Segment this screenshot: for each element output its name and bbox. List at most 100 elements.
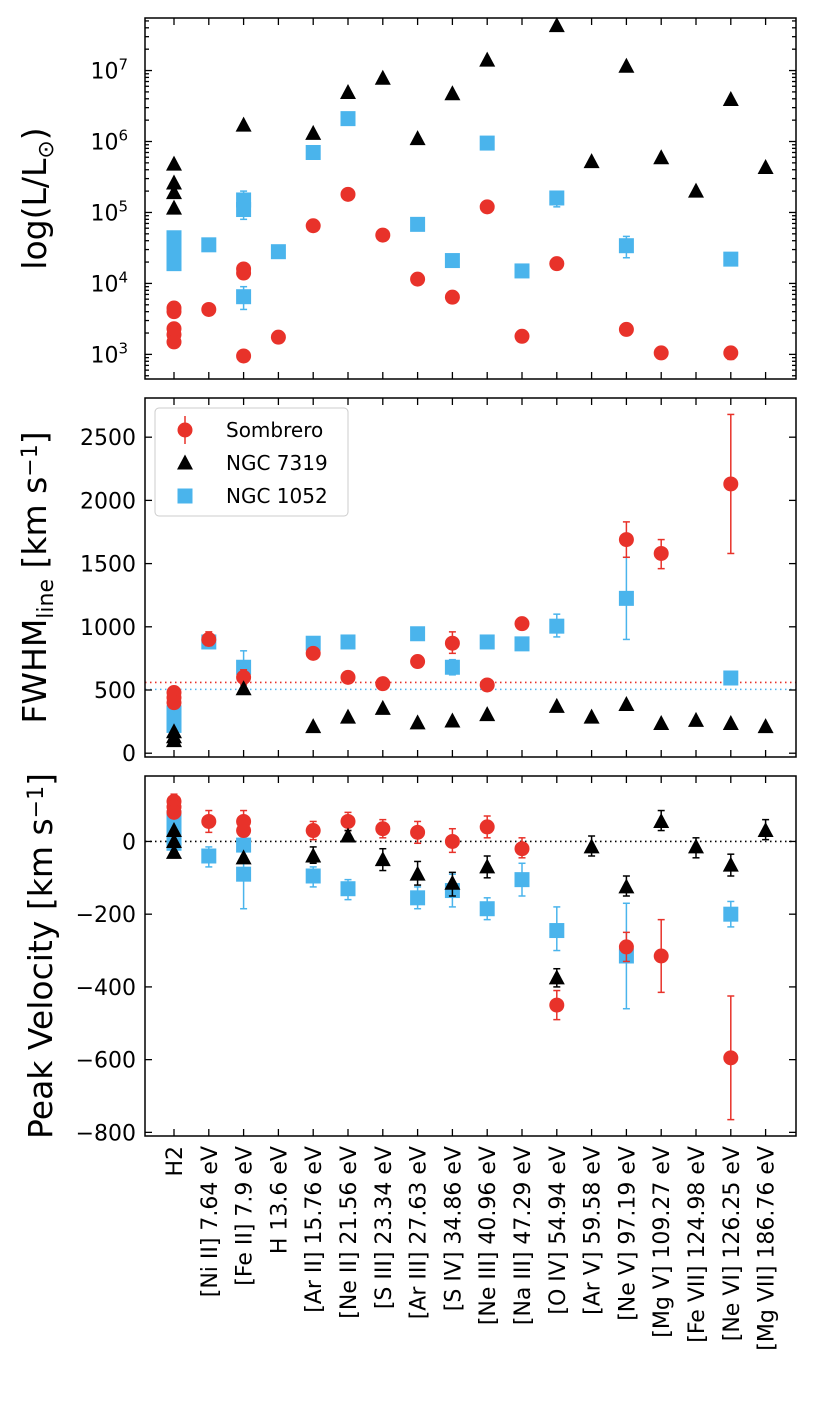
data-point-triangle (444, 874, 461, 890)
data-point-circle (653, 545, 669, 561)
x-tick-label: [O IV] 54.94 eV (546, 1146, 571, 1315)
data-point-triangle (548, 969, 565, 985)
data-point-square (723, 670, 739, 686)
data-point-triangle (409, 130, 426, 146)
data-point-triangle (479, 51, 496, 67)
legend-label: NGC 1052 (226, 484, 328, 508)
y-tick-label: 2000 (80, 489, 136, 514)
data-point-circle (549, 256, 565, 272)
y-tick-label: 1500 (80, 553, 136, 578)
data-point-triangle (166, 732, 182, 748)
legend: Sombrero NGC 7319 NGC 1052 (154, 407, 349, 517)
data-point-circle (340, 669, 356, 685)
data-point-triangle (479, 706, 496, 722)
data-point-triangle (340, 708, 356, 724)
data-point-square (618, 238, 634, 254)
x-tick-label: H2 (163, 1146, 188, 1177)
data-point-square (479, 901, 495, 917)
x-tick-label: [Mg V] 109.27 eV (650, 1146, 675, 1338)
data-point-triangle (722, 91, 739, 107)
data-point-square (410, 216, 426, 232)
data-point-square (549, 618, 565, 634)
axes-frame (144, 17, 797, 380)
data-point-triangle (653, 715, 670, 731)
x-tick-label: [Fe VII] 124.98 eV (685, 1146, 710, 1343)
axes-frame (144, 775, 797, 1137)
data-point-square (444, 659, 460, 675)
data-point-circle (444, 635, 460, 651)
data-point-triangle (583, 153, 600, 169)
legend-marker-square (177, 488, 193, 504)
legend-label: Sombrero (226, 418, 323, 442)
data-point-circle (236, 823, 252, 839)
data-point-triangle (583, 838, 600, 854)
data-point-circle (514, 616, 530, 632)
data-point-circle (618, 939, 634, 955)
data-point-square (201, 848, 217, 864)
data-point-circle (236, 348, 252, 364)
data-point-square (723, 251, 739, 267)
panel-luminosity: 103 104 105 106 107 log(L/L⊙) (15, 17, 797, 380)
y-axis-label: log(L/L⊙) (15, 127, 59, 269)
data-point-circle (549, 997, 565, 1013)
data-point-triangle (166, 843, 182, 859)
data-point-circle (166, 695, 182, 711)
x-tick-label: [Ni II] 7.64 eV (198, 1146, 223, 1297)
data-point-circle (375, 821, 391, 837)
data-point-triangle (548, 17, 565, 33)
data-point-circle (375, 227, 391, 243)
data-point-square (618, 590, 634, 606)
x-tick-label: [Ar III] 27.63 eV (407, 1146, 432, 1319)
y-tick-label: −800 (76, 1121, 136, 1146)
data-point-circle (236, 265, 252, 281)
data-point-triangle (166, 822, 182, 838)
data-point-circle (305, 823, 321, 839)
series-ngc-7319 (166, 17, 774, 215)
y-tick-label: −600 (76, 1049, 136, 1074)
x-tick-label: [Ar II] 15.76 eV (302, 1146, 327, 1313)
y-tick-label: 0 (122, 742, 136, 767)
x-tick-label: [Ne VI] 126.25 eV (720, 1146, 745, 1341)
data-point-circle (479, 677, 495, 693)
data-point-triangle (305, 718, 322, 734)
data-point-circle (479, 819, 495, 835)
data-point-circle (444, 289, 460, 305)
data-point-triangle (618, 878, 635, 894)
data-point-triangle (374, 699, 391, 715)
data-point-triangle (444, 712, 461, 728)
data-point-circle (270, 329, 286, 345)
data-point-square (340, 881, 356, 897)
data-point-square (236, 866, 252, 882)
panel-velocity: −800 −600 −400 −200 0 Peak Velocity [km s−1] (21, 773, 797, 1146)
data-point-square (514, 872, 530, 888)
data-point-square (410, 890, 426, 906)
data-point-square (514, 636, 530, 652)
x-tick-label: [Na III] 47.29 eV (511, 1146, 536, 1325)
axes-frame (144, 397, 797, 758)
data-point-triangle (166, 199, 182, 215)
data-point-square (479, 634, 495, 650)
data-point-circle (618, 321, 634, 337)
data-point-triangle (374, 69, 391, 85)
data-point-square (270, 244, 286, 260)
data-point-square (514, 263, 530, 279)
x-tick-label: [S III] 23.34 eV (372, 1146, 397, 1309)
data-point-circle (340, 813, 356, 829)
data-point-triangle (618, 57, 635, 73)
data-point-circle (166, 304, 182, 320)
data-point-square (236, 289, 252, 305)
data-point-circle (618, 532, 634, 548)
data-point-circle (723, 345, 739, 361)
data-point-circle (201, 813, 217, 829)
data-point-square (166, 256, 182, 272)
data-point-square (201, 237, 217, 253)
y-tick-label: 105 (90, 197, 128, 226)
data-point-triangle (340, 827, 356, 843)
data-point-triangle (548, 697, 565, 713)
y-tick-label: −200 (76, 903, 136, 928)
x-tick-label: [S IV] 34.86 eV (441, 1146, 466, 1311)
data-point-triangle (479, 858, 496, 874)
y-tick-label: 106 (90, 127, 128, 156)
data-point-triangle (653, 149, 670, 165)
data-point-triangle (653, 812, 670, 828)
